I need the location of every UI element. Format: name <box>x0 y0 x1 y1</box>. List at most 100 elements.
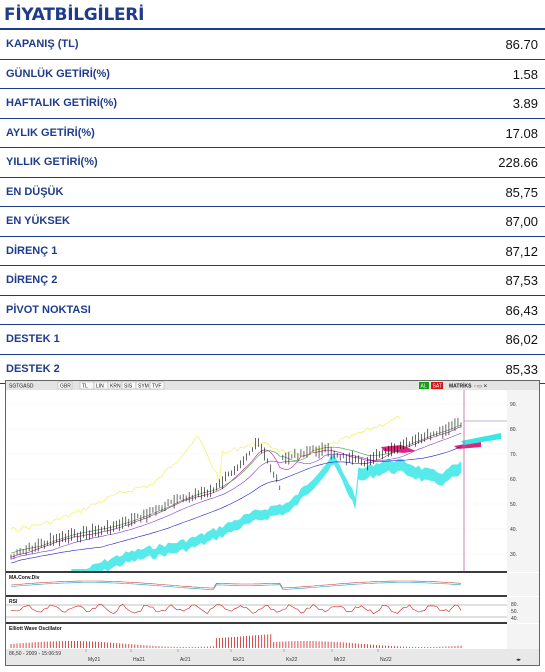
month-label: Nz22 <box>380 657 392 663</box>
table-row: AYLIK GETİRİ(%) 17.08 <box>0 119 545 148</box>
macd-line <box>10 580 462 589</box>
price-axis <box>507 390 539 572</box>
rsi-pane <box>6 597 507 623</box>
table-row: DİRENÇ 2 87,53 <box>0 266 545 296</box>
toolbar-button-label: KRN <box>110 384 121 390</box>
row-value: 17.08 <box>505 125 538 141</box>
toolbar-button-label: TVF <box>152 384 161 390</box>
toolbar-button[interactable] <box>149 381 165 390</box>
rsi-line <box>10 603 462 615</box>
row-label: EN DÜŞÜK <box>6 185 64 198</box>
table-row: YILLIK GETİRİ(%) 228.66 <box>0 148 545 178</box>
table-row: DİRENÇ 1 87,12 <box>0 237 545 266</box>
row-label: HAFTALIK GETİRİ(%) <box>6 97 118 109</box>
pane-divider <box>6 622 507 624</box>
month-label: Ha21 <box>133 657 145 663</box>
buy-button-label: AL <box>421 384 427 390</box>
sell-button-label: SAT <box>433 384 442 390</box>
month-label: Ar21 <box>180 657 191 663</box>
page-title: FİYATBİLGİLERİ <box>4 5 145 25</box>
row-label: DİRENÇ 2 <box>6 274 58 286</box>
stock-chart-window[interactable]: SGTGASD GBR TL LIN KRN SIS SYM TVF AL SAT MATR… <box>5 380 540 666</box>
moving-average-short <box>10 426 462 558</box>
table-row: DESTEK 1 86,02 <box>0 325 545 355</box>
toolbar-button-label: SYM <box>138 384 149 390</box>
ichimoku-cloud-bearish <box>381 445 416 453</box>
price-tick: 60. <box>510 477 517 483</box>
ichimoku-cloud <box>71 454 462 579</box>
matriks-brand: MATRİKS <box>449 383 472 390</box>
toolbar-button-label: GBR <box>60 384 71 390</box>
elliott-label: Elliott Wave Oscillator <box>9 626 62 632</box>
window-controls-icon[interactable]: ▫ ▭ ✕ <box>474 384 487 390</box>
price-tick: 80. <box>510 427 517 433</box>
ichimoku-cloud-future <box>461 433 501 445</box>
chart-toolbar <box>6 381 539 390</box>
price-tick: 90. <box>510 402 517 408</box>
month-label: Ek21 <box>233 657 245 663</box>
month-label: Ks22 <box>286 657 298 663</box>
status-readout: 86,50 - 2009 - 15:06:59 <box>9 651 61 657</box>
toolbar-button-label: LIN <box>96 384 104 390</box>
row-label: DESTEK 1 <box>6 333 60 345</box>
price-tick: 50. <box>510 502 517 508</box>
row-label: KAPANIŞ (TL) <box>6 38 79 50</box>
toolbar-button-label: SIS <box>124 384 133 390</box>
row-value: 86,43 <box>505 302 538 318</box>
rsi-tick: 50. <box>511 609 518 615</box>
macd-signal-line <box>10 582 462 590</box>
table-row: HAFTALIK GETİRİ(%) 3.89 <box>0 89 545 119</box>
macd-label: MA.Conv.Div <box>9 575 40 581</box>
rsi-axis <box>507 597 539 623</box>
row-value: 3.89 <box>512 96 538 111</box>
row-value: 85,33 <box>505 361 538 377</box>
month-label: My21 <box>88 657 100 663</box>
scroll-arrows-icon[interactable]: ◂▸ <box>516 657 522 663</box>
price-tick: 40. <box>510 527 517 533</box>
row-value: 87,53 <box>505 273 538 288</box>
price-tick: 70. <box>510 452 517 458</box>
table-row: GÜNLÜK GETİRİ(%) 1.58 <box>0 60 545 89</box>
toolbar-button-label: TL <box>82 384 88 390</box>
moving-average-green <box>10 425 462 554</box>
title-divider <box>0 28 545 30</box>
buy-button[interactable] <box>419 382 429 389</box>
toolbar-button[interactable] <box>57 381 73 390</box>
rsi-tick: 80. <box>511 602 518 608</box>
table-row: KAPANIŞ (TL) 86.70 <box>0 30 545 60</box>
row-value: 87,00 <box>505 214 538 229</box>
pane-divider <box>6 571 507 573</box>
table-row: PİVOT NOKTASI 86,43 <box>0 296 545 325</box>
moving-average-mid <box>10 433 462 560</box>
row-label: AYLIK GETİRİ(%) <box>6 126 95 139</box>
row-value: 228.66 <box>498 155 538 170</box>
row-label: YILLIK GETİRİ(%) <box>6 156 98 168</box>
rsi-label: RSI <box>9 599 18 605</box>
row-value: 86,02 <box>505 332 538 347</box>
elliott-pane <box>6 624 507 649</box>
moving-average-long <box>10 446 462 564</box>
pane-divider <box>6 595 507 597</box>
table-row: EN YÜKSEK 87,00 <box>0 207 545 237</box>
price-info-table: KAPANIŞ (TL) 86.70 GÜNLÜK GETİRİ(%) 1.58 H… <box>0 30 545 384</box>
row-value: 87,12 <box>505 243 538 259</box>
row-value: 86.70 <box>505 37 538 52</box>
row-value: 85,75 <box>505 184 538 200</box>
row-value: 1.58 <box>512 66 538 82</box>
row-label: EN YÜKSEK <box>6 215 70 227</box>
sell-button[interactable] <box>431 382 443 389</box>
month-label: Mr22 <box>334 657 346 663</box>
row-label: GÜNLÜK GETİRİ(%) <box>6 67 110 80</box>
table-row: EN DÜŞÜK 85,75 <box>0 178 545 207</box>
price-tick: 30. <box>510 552 517 558</box>
price-pane[interactable] <box>6 390 539 572</box>
symbol-label: SGTGASD <box>9 384 34 390</box>
row-label: PİVOT NOKTASI <box>6 303 91 316</box>
row-label: DİRENÇ 1 <box>6 244 58 257</box>
time-axis-bar <box>6 649 539 665</box>
macd-pane <box>6 573 507 596</box>
row-label: DESTEK 2 <box>6 362 60 375</box>
elliott-axis <box>507 624 539 649</box>
rsi-tick: 40. <box>511 616 518 622</box>
lagging-span <box>10 415 401 532</box>
